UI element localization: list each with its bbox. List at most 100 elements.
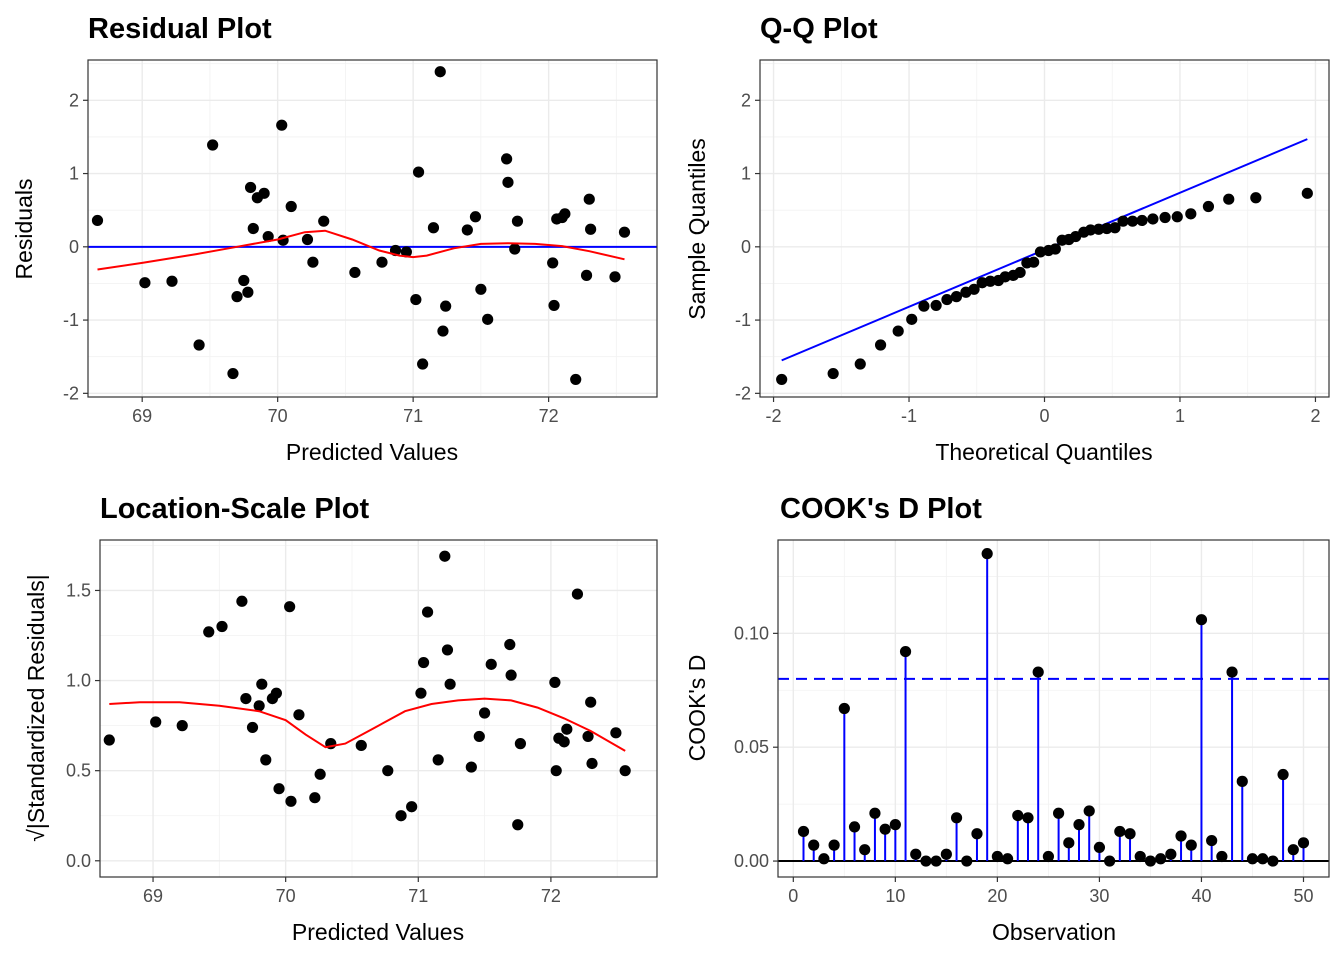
data-point: [91, 214, 104, 227]
x-tick-label: -1: [901, 406, 917, 426]
data-point: [253, 700, 265, 712]
x-tick-label: 70: [276, 886, 296, 906]
cooks-d-plot-title: COOK's D Plot: [780, 493, 982, 525]
smooth-trend-line: [109, 697, 626, 752]
data-point: [301, 233, 314, 246]
y-tick-label: -2: [63, 383, 79, 403]
data-point: [262, 230, 274, 243]
qq-plot-x-axis-title: Theoretical Quantiles: [935, 439, 1152, 465]
data-point: [968, 283, 980, 295]
data-point: [406, 801, 418, 813]
data-point: [1049, 243, 1061, 255]
data-point: [561, 723, 573, 735]
data-point: [906, 313, 918, 325]
data-point: [1226, 666, 1238, 678]
data-point: [1114, 825, 1126, 838]
data-point: [610, 727, 622, 739]
data-point: [244, 181, 257, 194]
data-point: [103, 734, 115, 746]
x-tick-label: 69: [143, 886, 163, 906]
data-point: [1109, 222, 1121, 234]
y-tick-label: 2: [69, 90, 79, 110]
data-point: [1155, 853, 1167, 865]
data-point: [421, 606, 434, 618]
data-point: [260, 754, 272, 766]
data-point: [505, 669, 517, 681]
x-tick-label: 40: [1191, 886, 1211, 906]
y-tick-label: 0.00: [734, 851, 769, 871]
data-point: [1042, 850, 1054, 863]
x-tick-label: 71: [408, 886, 428, 906]
data-point: [981, 548, 993, 560]
x-tick-label: 1: [1175, 406, 1185, 426]
qq-plot-y-axis-title: Sample Quantiles: [684, 138, 710, 320]
data-point: [349, 266, 361, 279]
data-point: [930, 855, 942, 867]
data-point: [258, 187, 270, 199]
data-point: [461, 224, 473, 236]
data-point: [439, 550, 451, 562]
data-point: [309, 792, 321, 804]
data-point: [1073, 819, 1085, 831]
data-point: [1126, 215, 1139, 227]
x-tick-label: 10: [885, 886, 905, 906]
data-point: [284, 601, 296, 613]
cooks-d-plot-y-axis-title: COOK's D: [684, 655, 710, 762]
data-point: [1028, 256, 1040, 268]
data-point: [395, 810, 407, 822]
data-point: [1257, 853, 1269, 865]
location-scale-plot-title: Location-Scale Plot: [100, 493, 369, 525]
data-point: [1144, 855, 1157, 867]
data-point: [609, 271, 621, 283]
data-point: [950, 291, 963, 303]
data-point: [854, 358, 866, 370]
cooks-d-plot-x-axis-title: Observation: [992, 919, 1116, 945]
residual-plot-title: Residual Plot: [88, 13, 272, 45]
y-tick-label: 1.5: [66, 580, 91, 600]
data-point: [828, 839, 840, 851]
data-point: [1297, 837, 1310, 849]
data-point: [1195, 614, 1208, 626]
data-point: [314, 768, 326, 780]
data-point: [415, 687, 427, 699]
data-point: [509, 243, 521, 255]
x-tick-label: 69: [132, 406, 152, 426]
data-point: [203, 626, 215, 638]
y-tick-label: 0: [741, 237, 751, 257]
data-point: [559, 208, 571, 220]
y-tick-label: 0.05: [734, 737, 769, 757]
data-point: [273, 783, 285, 795]
data-point: [465, 761, 477, 773]
data-point: [1185, 208, 1197, 220]
data-point: [984, 275, 996, 287]
data-point: [618, 226, 631, 238]
residual-plot-y-axis-title: Residuals: [11, 179, 37, 280]
x-tick-label: 0: [1039, 406, 1049, 426]
data-point: [548, 299, 560, 312]
data-point: [441, 644, 454, 656]
data-point: [412, 166, 425, 178]
data-point: [400, 246, 412, 258]
data-point: [808, 839, 820, 851]
data-point: [910, 848, 922, 860]
data-point: [514, 738, 527, 750]
data-point: [1093, 223, 1105, 235]
data-point: [920, 855, 932, 867]
panel-border: [777, 539, 1330, 878]
residual-plot-panel: Residual Plot Predicted Values Residuals…: [11, 13, 658, 465]
x-tick-label: 71: [403, 406, 423, 426]
data-point: [1134, 850, 1146, 863]
data-point: [1301, 187, 1313, 199]
data-point: [1175, 830, 1187, 842]
data-point: [1053, 807, 1065, 819]
data-point: [1250, 192, 1262, 204]
data-point: [475, 283, 487, 295]
data-point: [848, 821, 861, 833]
data-point: [619, 765, 631, 777]
location-scale-plot-x-axis-title: Predicted Values: [292, 919, 464, 945]
data-point: [473, 730, 485, 743]
data-point: [1101, 222, 1113, 235]
data-point: [1012, 809, 1024, 822]
residual-plot-x-axis-title: Predicted Values: [286, 439, 458, 465]
data-point: [504, 638, 516, 651]
